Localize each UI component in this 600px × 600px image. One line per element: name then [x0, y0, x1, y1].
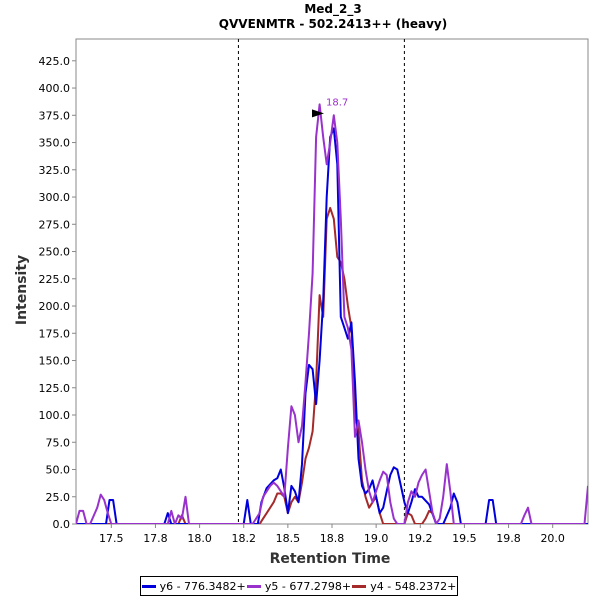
y-tick-label: 100.0: [39, 409, 71, 422]
x-tick-label: 18.0: [187, 532, 212, 545]
x-tick-label: 18.5: [276, 532, 301, 545]
y-tick-label: 50.0: [46, 464, 71, 477]
legend-swatch-y4: [352, 584, 367, 588]
x-tick-label: 17.8: [143, 532, 168, 545]
chart-subtitle: QVVENMTR - 502.2413++ (heavy): [219, 17, 447, 31]
y-tick-label: 175.0: [39, 327, 71, 340]
y-tick-label: 75.0: [46, 436, 71, 449]
series-lines: [76, 103, 588, 524]
peak-label: 18.7: [326, 97, 348, 108]
series-line-y6: [76, 127, 588, 524]
legend-swatch-y6: [141, 584, 156, 588]
y-tick-label: 325.0: [39, 164, 71, 177]
x-tick-label: 18.2: [231, 532, 256, 545]
legend-label-y6: y6 - 776.3482+: [159, 579, 246, 593]
y-tick-label: 250.0: [39, 246, 71, 259]
y-tick-label: 200.0: [39, 300, 71, 313]
y-tick-label: 400.0: [39, 82, 71, 95]
y-tick-label: 350.0: [39, 137, 71, 150]
x-tick-label: 19.2: [408, 532, 433, 545]
y-axis-label: Intensity: [14, 255, 30, 325]
x-tick-label: 18.8: [320, 532, 345, 545]
peak-annotation: 18.7: [312, 97, 348, 118]
x-tick-label: 17.5: [99, 532, 124, 545]
legend-item-y5: y5 - 677.2798+: [246, 579, 352, 593]
x-tick-label: 20.0: [540, 532, 565, 545]
plot-area: [75, 38, 589, 525]
y-tick-label: 300.0: [39, 191, 71, 204]
chart-title: Med_2_3: [304, 2, 361, 17]
y-tick-label: 225.0: [39, 273, 71, 286]
y-tick-label: 375.0: [39, 109, 71, 122]
x-axis: 17.5 17.8 18.0 18.2 18.5 18.8 19.0 19.2 19.5 19.8…: [99, 524, 565, 545]
peak-marker-arrow: [312, 109, 324, 118]
legend-swatch-y5: [246, 584, 261, 588]
x-tick-label: 19.8: [496, 532, 521, 545]
legend-label-y5: y5 - 677.2798+: [264, 579, 352, 593]
series-line-y5: [76, 103, 588, 524]
y-tick-label: 0.0: [53, 518, 71, 531]
y-axis: 0.0 25.0 50.0 75.0 100.0 125.0 150.0 175.0 200.0…: [39, 55, 76, 531]
y-tick-label: 125.0: [39, 382, 71, 395]
legend-label-y4: y4 - 548.2372+: [370, 579, 457, 593]
y-tick-label: 25.0: [46, 491, 71, 504]
y-tick-label: 275.0: [39, 218, 71, 231]
y-tick-label: 425.0: [39, 55, 71, 68]
legend: y6 - 776.3482+ y5 - 677.2798+ y4 - 548.2…: [140, 576, 458, 596]
x-tick-label: 19.5: [452, 532, 477, 545]
x-axis-label: Retention Time: [270, 551, 391, 567]
y-tick-label: 150.0: [39, 355, 71, 368]
integration-boundaries: [237, 39, 405, 524]
legend-item-y6: y6 - 776.3482+: [141, 579, 246, 593]
legend-item-y4: y4 - 548.2372+: [352, 580, 456, 593]
x-tick-label: 19.0: [364, 532, 389, 545]
